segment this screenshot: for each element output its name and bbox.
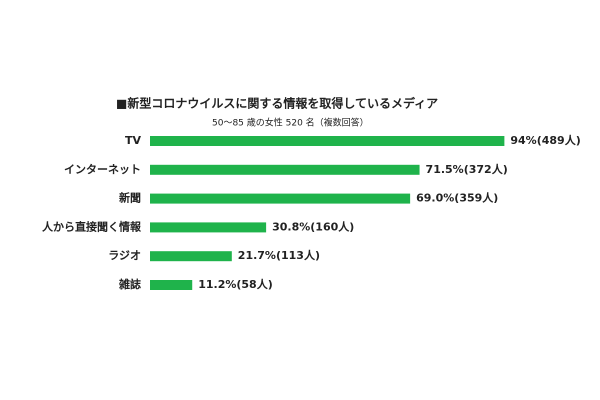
category-label: 人から直接聞く情報 [42,219,142,233]
bar [150,280,193,290]
category-label: 新聞 [119,191,141,205]
category-label: 雑誌 [118,277,141,291]
chart-title: ■新型コロナウイルスに関する情報を取得しているメディア [116,96,438,111]
value-label: 71.5%(372人) [426,162,508,176]
category-label: TV [125,134,142,147]
bar [150,193,411,204]
value-label: 69.0%(359人) [416,191,498,205]
value-label: 94%(489人) [510,133,580,147]
value-label: 30.8%(160人) [272,219,354,233]
bar [150,251,232,262]
category-label: インターネット [64,163,141,176]
category-label: ラジオ [108,249,141,262]
bar [150,222,267,233]
bar [150,136,505,146]
bar [150,164,420,175]
value-label: 11.2%(58人) [198,277,273,291]
chart-subtitle: 50～85 歳の女性 520 名（複数回答） [212,117,369,129]
value-label: 21.7%(113人) [238,248,320,262]
